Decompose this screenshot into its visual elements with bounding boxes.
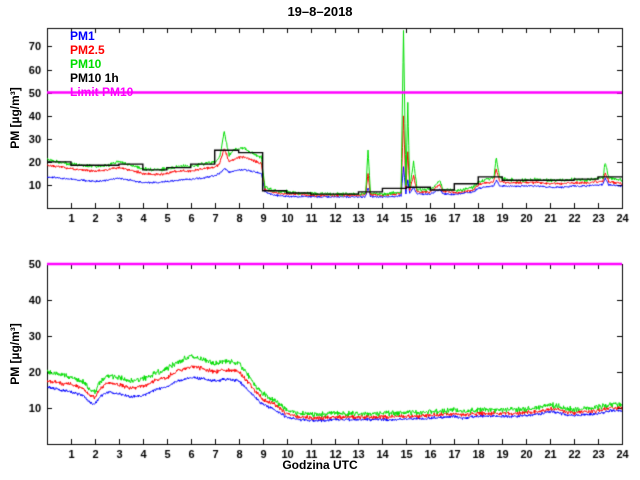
- legend-item-limit-pm10: Limit PM10: [70, 85, 134, 99]
- legend-item-pm1: PM1: [70, 29, 95, 43]
- x-axis-label: Godzina UTC: [282, 458, 358, 472]
- legend: PM1 PM2.5 PM10 PM10 1h Limit PM10: [70, 29, 133, 99]
- bottom-chart-canvas: [0, 240, 640, 460]
- legend-item-pm10-1h: PM10 1h: [70, 71, 119, 85]
- legend-item-pm25: PM2.5: [70, 43, 105, 57]
- legend-item-pm10: PM10: [70, 57, 102, 71]
- top-chart-canvas: [0, 0, 640, 240]
- top-y-axis-label: PM [µg/m³]: [8, 87, 22, 149]
- bottom-y-axis-label: PM [µg/m³]: [8, 323, 22, 385]
